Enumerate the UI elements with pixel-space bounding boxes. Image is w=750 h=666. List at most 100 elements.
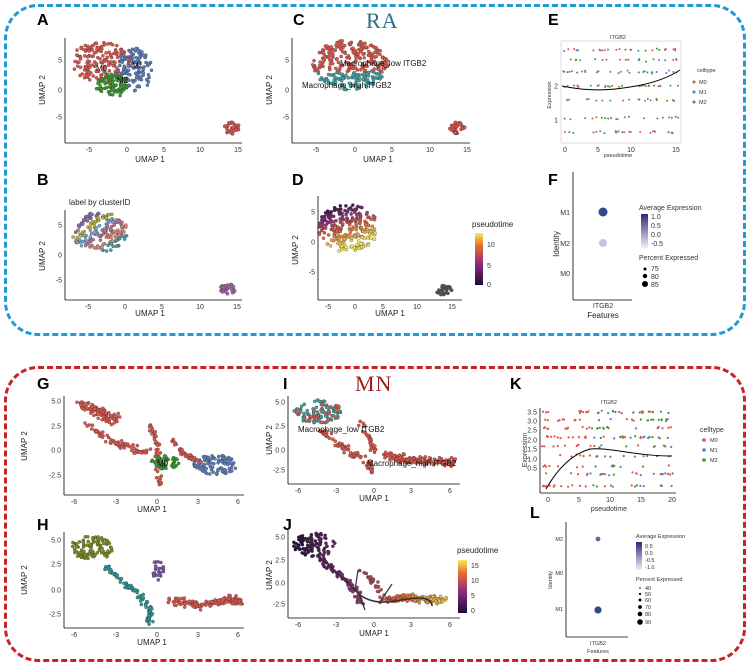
cell-point [133, 451, 137, 455]
cell-point [334, 43, 338, 48]
cell-point [156, 578, 161, 582]
cell-point [322, 52, 326, 56]
y-axis-label: UMAP 2 [265, 425, 274, 455]
cell-point [673, 100, 676, 102]
cell-point [671, 132, 674, 135]
cell-point [90, 423, 95, 427]
x-tick-label: 3 [409, 488, 413, 495]
x-tick-label: -3 [113, 499, 119, 506]
svg-text:90: 90 [645, 620, 651, 626]
cell-point [594, 58, 597, 61]
svg-text:M0: M0 [560, 271, 570, 278]
cell-point [356, 51, 360, 56]
cell-point [346, 448, 351, 452]
cell-point [324, 566, 329, 571]
cell-point [104, 74, 108, 78]
cell-point [305, 543, 310, 548]
cell-point [355, 600, 360, 604]
cell-point [329, 214, 333, 219]
cell-point [158, 451, 163, 455]
y-tick-label: 5 [311, 210, 315, 217]
cell-point [341, 63, 345, 68]
cell-point [126, 585, 131, 589]
svg-text:M0: M0 [710, 438, 718, 444]
cell-point [109, 72, 114, 77]
cell-point [573, 419, 576, 422]
cell-point [344, 73, 348, 78]
cell-point [671, 472, 674, 475]
panel-a-points [72, 40, 241, 136]
svg-text:0.0: 0.0 [645, 551, 653, 557]
cell-point [353, 233, 357, 238]
x-tick-label: 15 [448, 304, 456, 311]
x-tick-label: 3 [196, 499, 200, 506]
cell-point [665, 418, 668, 421]
panel-letter-i: I [283, 376, 288, 393]
cell-point [95, 551, 100, 555]
cell-point [338, 204, 343, 208]
panel-letter-h: H [37, 517, 49, 534]
cell-point [94, 62, 99, 66]
cell-point [369, 217, 373, 221]
cell-point [101, 430, 105, 434]
cell-point [89, 231, 94, 236]
x-tick-label: 6 [448, 488, 452, 495]
cell-point [571, 436, 574, 439]
cell-point [226, 455, 231, 460]
cell-point [566, 85, 569, 87]
cell-point [137, 49, 142, 53]
cell-point [578, 410, 581, 413]
cell-point [161, 567, 166, 572]
x-axis-label: pseudotime [591, 506, 627, 513]
cell-point [233, 466, 238, 471]
cell-point [373, 231, 377, 235]
cell-point [157, 476, 162, 480]
cell-point [331, 220, 336, 224]
y-tick-label: -2.5 [273, 602, 285, 609]
cell-point [135, 443, 140, 448]
cell-point [340, 244, 344, 248]
cell-point [378, 52, 382, 57]
cell-point [666, 99, 669, 102]
cell-point [559, 453, 562, 457]
cell-point [107, 69, 112, 73]
cell-point [94, 41, 99, 46]
svg-text:75: 75 [651, 266, 659, 273]
cell-point [342, 85, 347, 90]
cell-point [607, 117, 610, 120]
cell-point [576, 71, 579, 74]
cell-point [105, 552, 110, 556]
avg-expression-title: Average Expression [636, 534, 685, 540]
cell-point [629, 131, 632, 133]
cell-point [208, 604, 212, 608]
cell-point [328, 58, 332, 63]
cell-point [75, 53, 79, 57]
cell-point [228, 594, 233, 598]
cell-point [644, 99, 646, 102]
cell-point [666, 472, 670, 475]
cell-point [609, 484, 612, 487]
cell-point [104, 411, 108, 416]
cell-point [75, 64, 80, 68]
cell-point [548, 465, 551, 468]
cell-point [584, 69, 587, 72]
cell-point [79, 403, 83, 407]
cell-point [157, 455, 161, 460]
cell-point [365, 78, 370, 82]
cell-point [568, 70, 571, 73]
cell-point [378, 595, 382, 599]
cell-point [150, 612, 155, 616]
panel-h-points [70, 535, 244, 626]
cell-point [112, 421, 117, 425]
cell-point [617, 72, 620, 75]
cell-point [183, 602, 188, 606]
cell-point [221, 456, 225, 460]
panel-f-dotplot: M1 M2 M0 ITGB2 Features Identity Average… [552, 172, 702, 320]
cell-point [628, 98, 631, 101]
cell-point [435, 290, 439, 295]
cell-point [132, 88, 137, 93]
y-tick-label: -2.5 [49, 612, 61, 619]
cell-point [115, 43, 119, 48]
cell-point [109, 248, 113, 252]
